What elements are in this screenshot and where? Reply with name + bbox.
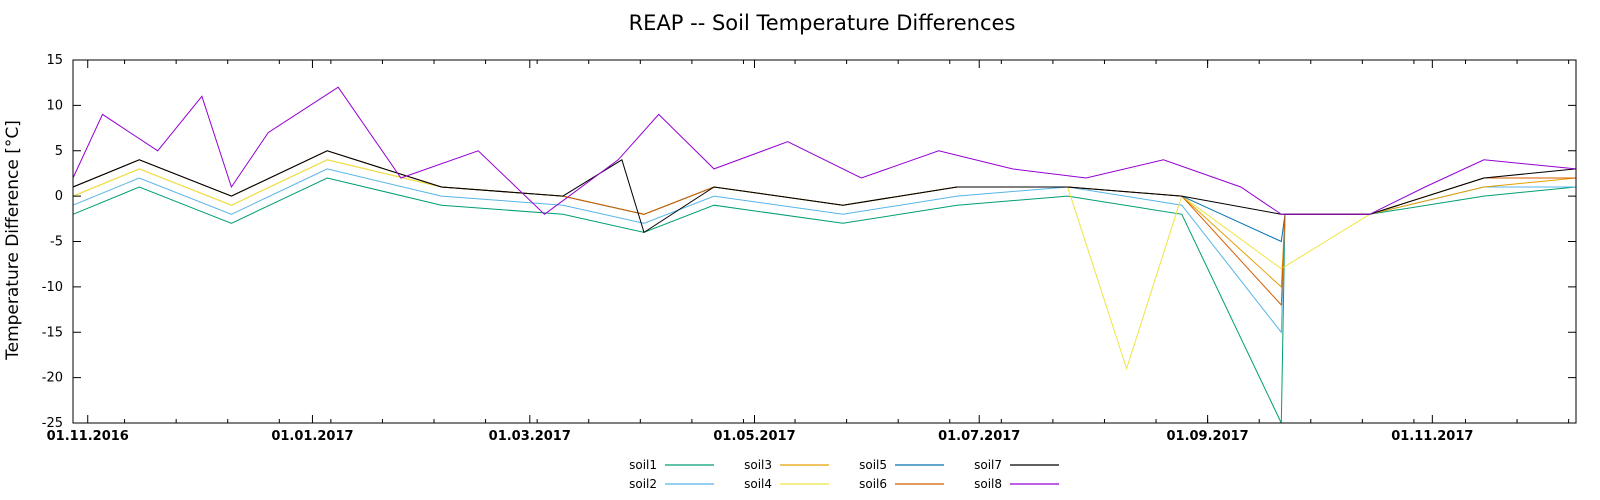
x-tick-label: 01.05.2017 <box>713 429 795 444</box>
x-tick-label: 01.11.2016 <box>47 429 129 444</box>
series-line-soil3 <box>72 159 1577 288</box>
x-tick-label: 01.07.2017 <box>938 429 1020 444</box>
x-tick-label: 01.01.2017 <box>271 429 353 444</box>
chart-title: REAP -- Soil Temperature Differences <box>629 11 1016 35</box>
legend-label-soil1: soil1 <box>629 458 657 472</box>
series-line-soil8 <box>72 86 1577 215</box>
y-tick-label: 10 <box>46 98 63 113</box>
y-tick-label: 15 <box>46 53 63 68</box>
plot-content <box>72 86 1577 424</box>
x-tick-label: 01.03.2017 <box>489 429 571 444</box>
series-line-soil2 <box>72 168 1576 334</box>
y-tick-label: -15 <box>42 325 63 340</box>
legend-label-soil4: soil4 <box>744 477 772 491</box>
legend-label-soil5: soil5 <box>859 458 887 472</box>
plot-frame <box>72 59 1577 424</box>
legend: soil1 soil2 soil3 soil4 soil5 soil6 soil7 soil8 <box>629 458 1059 491</box>
y-tick-label: -25 <box>42 416 63 431</box>
y-tick-label: 5 <box>55 144 63 159</box>
y-tick-label: -5 <box>50 235 63 250</box>
y-axis-label: Temperature Difference [°C] <box>3 120 23 361</box>
y-tick-label: 0 <box>55 189 63 204</box>
legend-label-soil6: soil6 <box>859 477 887 491</box>
legend-label-soil8: soil8 <box>974 477 1002 491</box>
x-tick-label: 01.11.2017 <box>1391 429 1473 444</box>
y-tick-label: -10 <box>42 280 63 295</box>
y-tick-label: -20 <box>42 371 63 386</box>
legend-label-soil3: soil3 <box>744 458 772 472</box>
x-tick-label: 01.09.2017 <box>1166 429 1248 444</box>
legend-label-soil2: soil2 <box>629 477 657 491</box>
legend-label-soil7: soil7 <box>974 458 1002 472</box>
